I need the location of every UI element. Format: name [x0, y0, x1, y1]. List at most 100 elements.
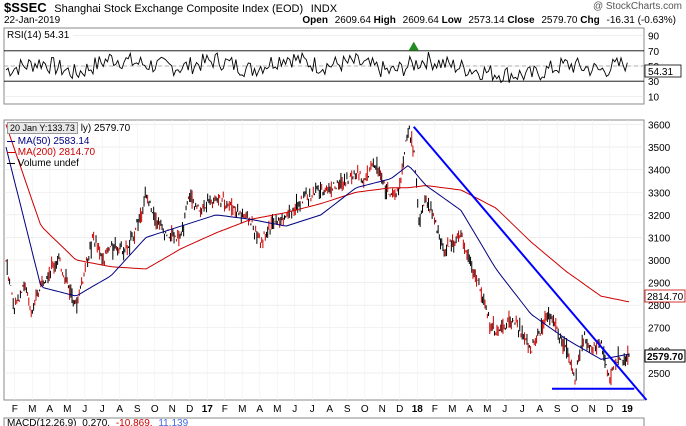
price-axis: 3600 3500 3400 3300 3200 3100 3000 2900 2800 2700…	[648, 121, 671, 380]
x-tick-label: A	[326, 404, 333, 415]
x-tick-label: M	[63, 404, 71, 415]
open-label: Open	[302, 15, 328, 26]
ma200-swatch	[7, 151, 15, 153]
chg-label: Chg	[580, 15, 600, 26]
price-tick-label: 2500	[648, 369, 671, 380]
rsi-tick-label: 90	[648, 32, 660, 43]
ma200-legend: MA(200) 2814.70	[7, 147, 95, 158]
x-tick-label: O	[571, 404, 579, 415]
ma200-legend-label: MA(200) 2814.70	[17, 147, 96, 158]
tooltip-box: 20 Jan Y:133.73	[7, 122, 78, 134]
volume-swatch	[7, 162, 15, 164]
ma200-line	[5, 124, 630, 303]
price-legend-value: ly) 2579.70	[80, 123, 131, 134]
rsi-label-bg	[5, 29, 73, 40]
x-tick-label: A	[256, 404, 263, 415]
x-tick-label: 19	[622, 404, 634, 415]
x-tick-label: D	[186, 404, 193, 415]
x-tick-label: J	[100, 404, 105, 415]
x-tick-label: M	[238, 404, 246, 415]
x-tick-label: J	[292, 404, 297, 415]
price-grid	[4, 120, 644, 400]
x-tick-label: M	[28, 404, 36, 415]
chg-value: -16.31 (-0.63%)	[606, 15, 676, 26]
volume-legend-label: Volume undef	[17, 158, 79, 169]
rsi-label: RSI(14) 54.31	[7, 30, 70, 41]
x-tick-label: F	[12, 404, 18, 415]
low-label: Low	[441, 15, 462, 26]
x-tick-label: 18	[412, 404, 424, 415]
x-tick-label: D	[396, 404, 403, 415]
x-tick-label: A	[466, 404, 473, 415]
x-tick-label: D	[606, 404, 613, 415]
x-tick-label: F	[222, 404, 228, 415]
ma50-line	[5, 146, 630, 360]
volume-legend: Volume undef	[7, 158, 79, 169]
x-tick-label: J	[520, 404, 525, 415]
ma200-badge-value: 2814.70	[647, 292, 684, 303]
rsi-tick-label: 30	[648, 77, 660, 88]
x-axis: F M A M J J A S O N D 17 F M A M J J A S O N D 18 F M A M J J A S O N D 19	[12, 404, 634, 415]
ma50-legend: MA(50) 2583.14	[7, 136, 90, 147]
x-tick-label: J	[310, 404, 315, 415]
x-tick-label: N	[169, 404, 176, 415]
x-tick-label: N	[589, 404, 596, 415]
x-tick-label: J	[82, 404, 87, 415]
x-tick-label: N	[379, 404, 386, 415]
rsi-current-value: 54.31	[648, 67, 673, 78]
high-label: High	[373, 15, 396, 26]
x-tick-label: S	[134, 404, 141, 415]
x-tick-label: M	[448, 404, 456, 415]
price-tick-label: 3300	[648, 188, 671, 199]
x-tick-label: S	[344, 404, 351, 415]
macd-prefix: MACD(12,26,9)	[7, 418, 76, 426]
macd-panel	[3, 417, 645, 426]
rsi-grid	[4, 35, 644, 97]
close-value: 2579.70	[541, 15, 578, 26]
rsi-tick-label: 10	[648, 92, 660, 103]
price-tick-label: 3200	[648, 211, 671, 222]
x-tick-label: A	[536, 404, 543, 415]
exchange: INDX	[310, 3, 338, 15]
index-name: Shanghai Stock Exchange Composite Index …	[54, 3, 304, 15]
quote-line: Open 2609.64 High 2609.64 Low 2573.14 Cl…	[302, 15, 676, 26]
chart-date: 22-Jan-2019	[4, 15, 61, 26]
macd-value-2: -10.869,	[116, 418, 153, 426]
close-badge-value: 2579.70	[647, 352, 684, 363]
rsi-current-badge	[644, 64, 682, 78]
rsi-tick-label: 70	[648, 47, 660, 58]
x-tick-label: O	[151, 404, 159, 415]
x-tick-label: J	[502, 404, 507, 415]
price-tick-label: 3500	[648, 143, 671, 154]
macd-value-1: 0.270,	[82, 418, 110, 426]
ma50-swatch	[7, 140, 15, 142]
x-tick-label: M	[483, 404, 491, 415]
x-tick-label: F	[432, 404, 438, 415]
symbol: $SSEC	[4, 0, 47, 15]
price-tick-label: 3400	[648, 166, 671, 177]
trendline-resistance	[412, 126, 648, 401]
price-tick-label: 2800	[648, 301, 671, 312]
rsi-line	[5, 51, 628, 84]
close-badge	[644, 349, 686, 363]
ma200-badge	[644, 289, 686, 303]
x-tick-label: A	[116, 404, 123, 415]
price-tick-label: 3100	[648, 233, 671, 244]
price-tick-label: 2700	[648, 324, 671, 335]
close-label: Close	[507, 15, 535, 26]
high-value: 2609.64	[402, 15, 439, 26]
watermark: @ StockCharts.com	[592, 1, 682, 12]
price-bars	[5, 125, 630, 386]
x-tick-label: M	[273, 404, 281, 415]
low-value: 2573.14	[468, 15, 505, 26]
price-legend-main: 20 Jan Y:133.73 ly) 2579.70	[7, 122, 131, 134]
price-tick-label: 2900	[648, 279, 671, 290]
price-tick-label: 3600	[648, 121, 671, 132]
macd-value-3: 11.139	[158, 418, 188, 426]
x-tick-label: S	[554, 404, 561, 415]
x-tick-label: O	[361, 404, 369, 415]
rsi-overbought-fill	[408, 41, 419, 51]
ma50-legend-label: MA(50) 2583.14	[17, 136, 90, 147]
x-tick-label: A	[46, 404, 53, 415]
